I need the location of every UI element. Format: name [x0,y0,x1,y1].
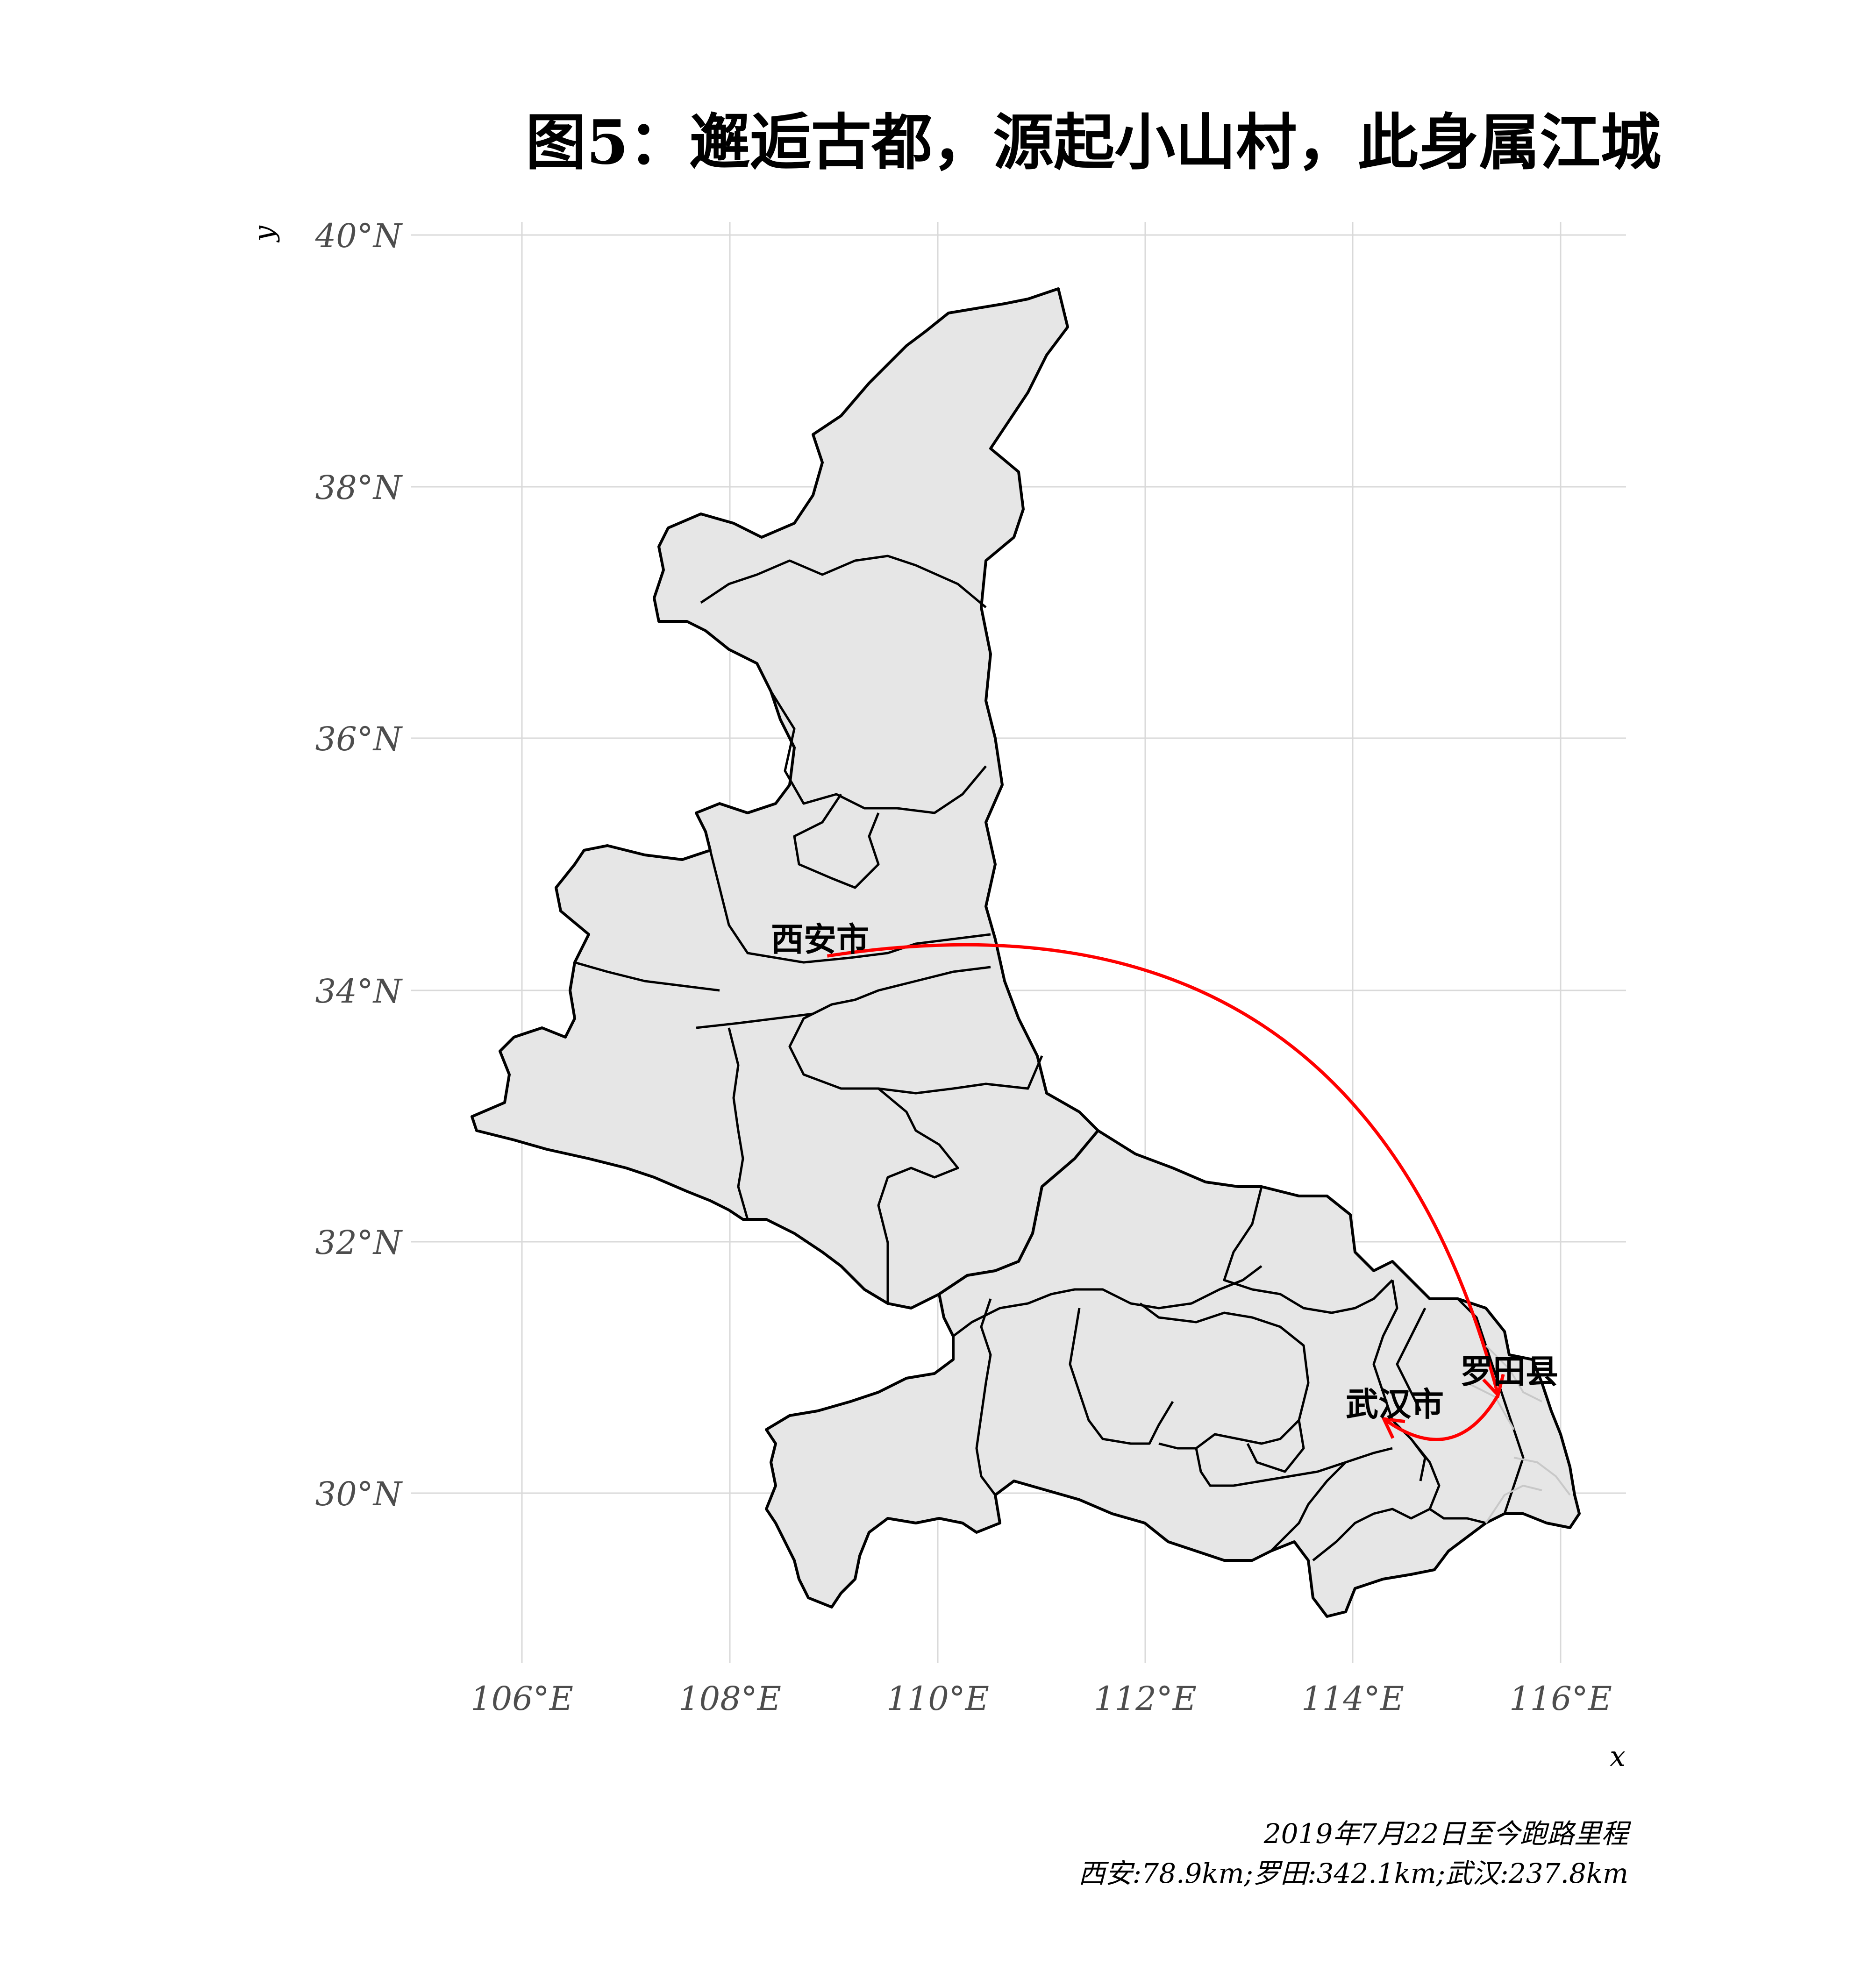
route-xian-to-luotian [827,943,1500,1395]
prefecture-boundary [1246,1420,1305,1473]
map-title: 图5：邂逅古都，源起小山村，此身属江城 [526,107,1661,178]
county-boundary-light [1485,1484,1542,1524]
prefecture-boundary [1195,1447,1393,1487]
prefecture-boundary [709,850,991,964]
city-label-xian: 西安市 [771,920,869,959]
route-layer [827,943,1505,1441]
y-tick-label: 30°N [315,1475,403,1513]
prefecture-boundary [770,690,987,814]
x-axis-title: x [1610,1740,1626,1773]
x-tick-label: 112°E [1094,1680,1197,1718]
x-axis: 106°E 108°E 110°E 112°E 114°E 116°E [471,1680,1612,1718]
prefecture-boundary [1429,1508,1486,1524]
x-tick-label: 114°E [1301,1680,1404,1718]
hubei-prefectures [952,1186,1571,1561]
prefecture-boundary [1396,1307,1427,1412]
y-axis: 30°N 32°N 34°N 36°N 38°N 40°N [315,217,403,1513]
x-tick-label: 116°E [1509,1680,1612,1718]
route-arrowhead [1381,1417,1405,1439]
route-luotian-to-wuhan [1383,1394,1500,1441]
shaanxi-prefectures [574,555,1043,1303]
x-tick-label: 106°E [471,1680,573,1718]
x-tick-label: 110°E [886,1680,989,1718]
caption-line-1: 2019年7月22日至今跑路里程 [1263,1818,1632,1850]
city-label-wuhan: 武汉市 [1346,1385,1444,1424]
prefecture-boundary [728,1027,749,1220]
shaanxi-province [471,287,1099,1310]
caption-line-2: 西安:78.9km;罗田:342.1km;武汉:237.8km [1078,1858,1628,1889]
y-tick-label: 38°N [315,469,403,507]
prefecture-boundary [877,1088,959,1303]
prefecture-boundary [574,961,720,992]
prefecture-boundary [1069,1308,1174,1445]
prefecture-boundary [700,555,987,608]
prefecture-boundary [1457,1298,1525,1514]
county-boundary-light [1485,1345,1542,1402]
y-tick-label: 36°N [315,720,403,758]
y-tick-label: 32°N [315,1224,403,1262]
prefecture-boundary [1312,1438,1441,1561]
prefecture-boundary [696,966,991,1029]
x-tick-label: 108°E [678,1680,781,1718]
prefecture-boundary [1223,1186,1393,1314]
prefecture-boundary [793,793,880,889]
prefecture-boundary [975,1298,996,1496]
prefecture-boundary [952,1265,1263,1337]
county-boundary-light [1513,1457,1571,1496]
hubei-province [765,1129,1581,1618]
y-tick-label: 40°N [315,217,403,255]
y-tick-label: 34°N [315,972,403,1011]
prefecture-boundary [1139,1303,1310,1450]
y-axis-title: y [248,225,280,243]
city-label-luotian: 罗田县 [1460,1352,1558,1391]
prefecture-boundary [1270,1461,1347,1552]
